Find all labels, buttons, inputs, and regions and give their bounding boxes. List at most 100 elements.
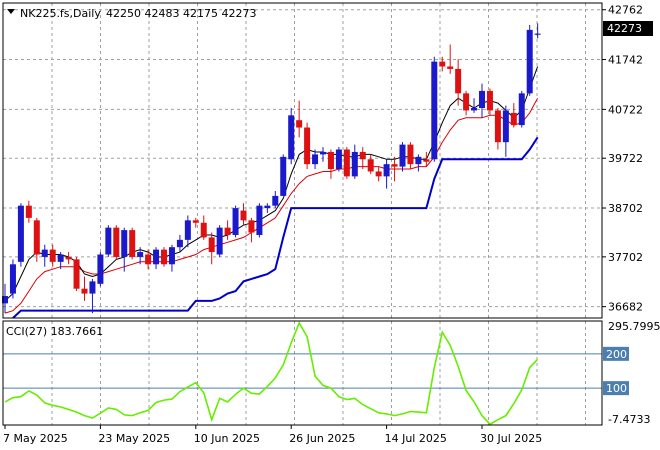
menu-triangle-icon[interactable] — [7, 9, 15, 14]
candle-body — [455, 68, 462, 94]
candle — [200, 215, 207, 240]
candle — [439, 56, 446, 72]
candle — [351, 144, 358, 179]
candle — [105, 225, 112, 257]
cci-tick-label: 295.7995 — [608, 320, 660, 333]
candle-body — [510, 112, 517, 126]
price-tick-label: 42762 — [608, 4, 643, 17]
candle-body — [367, 159, 374, 172]
last-price-value: 42273 — [607, 22, 642, 35]
moving-average-red — [4, 97, 539, 314]
candle-body — [25, 205, 32, 218]
candle — [145, 249, 152, 270]
candle — [304, 122, 311, 170]
ma-red-path — [4, 97, 539, 314]
candle — [41, 244, 48, 267]
candle — [415, 154, 422, 172]
candle — [240, 203, 247, 226]
price-panel-border — [2, 2, 603, 319]
candle — [161, 247, 167, 267]
candle — [447, 44, 454, 74]
candle — [208, 232, 215, 265]
candle-body — [264, 205, 271, 209]
trailing-stop-line — [12, 136, 539, 319]
candle — [518, 90, 525, 128]
cci-panel-border — [2, 320, 603, 426]
candle-body — [304, 127, 311, 165]
price-axis-labels: 42762 41742 40722 39722 38702 37702 36682 — [602, 4, 643, 314]
candle — [25, 200, 32, 223]
candle — [296, 100, 303, 138]
candle-body — [216, 227, 223, 255]
candle — [494, 108, 501, 150]
candle-body — [248, 220, 255, 233]
candle-body — [383, 164, 390, 177]
candle — [327, 149, 334, 179]
date-tick-label: 26 Jun 2025 — [289, 432, 355, 445]
candle — [343, 147, 350, 179]
candle-body — [49, 249, 56, 262]
candle-body — [89, 281, 96, 294]
candle — [129, 227, 136, 260]
candle — [49, 244, 56, 267]
candle-body — [256, 205, 263, 235]
candle — [320, 147, 326, 162]
candle-body — [57, 254, 64, 262]
candle-body — [407, 144, 414, 165]
candle-body — [145, 254, 152, 265]
date-axis-labels: 7 May 2025 23 May 2025 10 Jun 2025 26 Jun 2… — [3, 425, 542, 445]
candle-body — [423, 159, 430, 162]
candle-body — [97, 254, 104, 284]
cci-level-lines — [3, 353, 602, 389]
cci-level-badge — [603, 346, 629, 361]
candle — [526, 24, 533, 96]
candle — [502, 105, 509, 157]
price-tick-label: 36682 — [608, 301, 643, 314]
symbol-label: NK225.fs,Daily — [20, 7, 101, 20]
candle-body — [224, 227, 231, 235]
cci-level-label: 200 — [606, 348, 627, 361]
candle — [455, 59, 462, 106]
candle-body — [272, 195, 279, 206]
candle-body — [534, 33, 541, 35]
candle-body — [137, 252, 144, 257]
candle — [176, 234, 183, 253]
candle — [375, 166, 382, 182]
price-tick-label: 40722 — [608, 103, 643, 116]
candle — [272, 191, 279, 209]
candle-body — [240, 210, 247, 221]
candle — [9, 259, 16, 299]
candle — [57, 252, 64, 270]
candle — [383, 159, 390, 189]
candle — [232, 205, 239, 238]
moving-average-black — [4, 66, 539, 302]
grid-lines — [3, 3, 602, 425]
candle — [399, 142, 406, 172]
candle — [224, 220, 231, 240]
candle-body — [343, 149, 350, 177]
candle-body — [168, 247, 175, 265]
candle — [137, 247, 144, 265]
candle-body — [335, 149, 342, 170]
candle-body — [65, 256, 72, 260]
candle-body — [192, 220, 199, 223]
candle-body — [208, 237, 215, 253]
candle — [248, 217, 255, 243]
candle — [479, 83, 485, 118]
date-tick-label: 23 May 2025 — [98, 432, 170, 445]
candle-body — [471, 108, 478, 111]
candle-body — [351, 151, 358, 177]
candle-body — [479, 90, 485, 108]
candle-body — [359, 151, 366, 160]
candle — [510, 103, 517, 128]
candle — [65, 252, 72, 265]
candle-body — [320, 151, 326, 155]
candle-body — [176, 239, 183, 248]
candle-body — [153, 249, 160, 265]
candle — [89, 278, 96, 314]
candle-body — [184, 220, 191, 240]
candle-body — [431, 61, 438, 160]
candle-body — [526, 29, 533, 94]
candle — [534, 23, 541, 39]
